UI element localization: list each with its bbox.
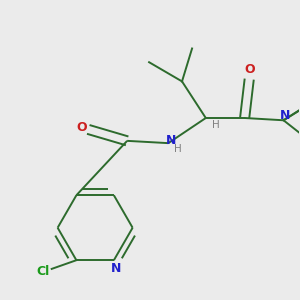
Text: N: N	[111, 262, 121, 275]
Text: O: O	[76, 121, 87, 134]
Text: Cl: Cl	[37, 265, 50, 278]
Text: O: O	[244, 64, 254, 76]
Text: H: H	[175, 144, 182, 154]
Text: N: N	[280, 109, 290, 122]
Text: H: H	[212, 120, 220, 130]
Text: N: N	[165, 134, 176, 147]
